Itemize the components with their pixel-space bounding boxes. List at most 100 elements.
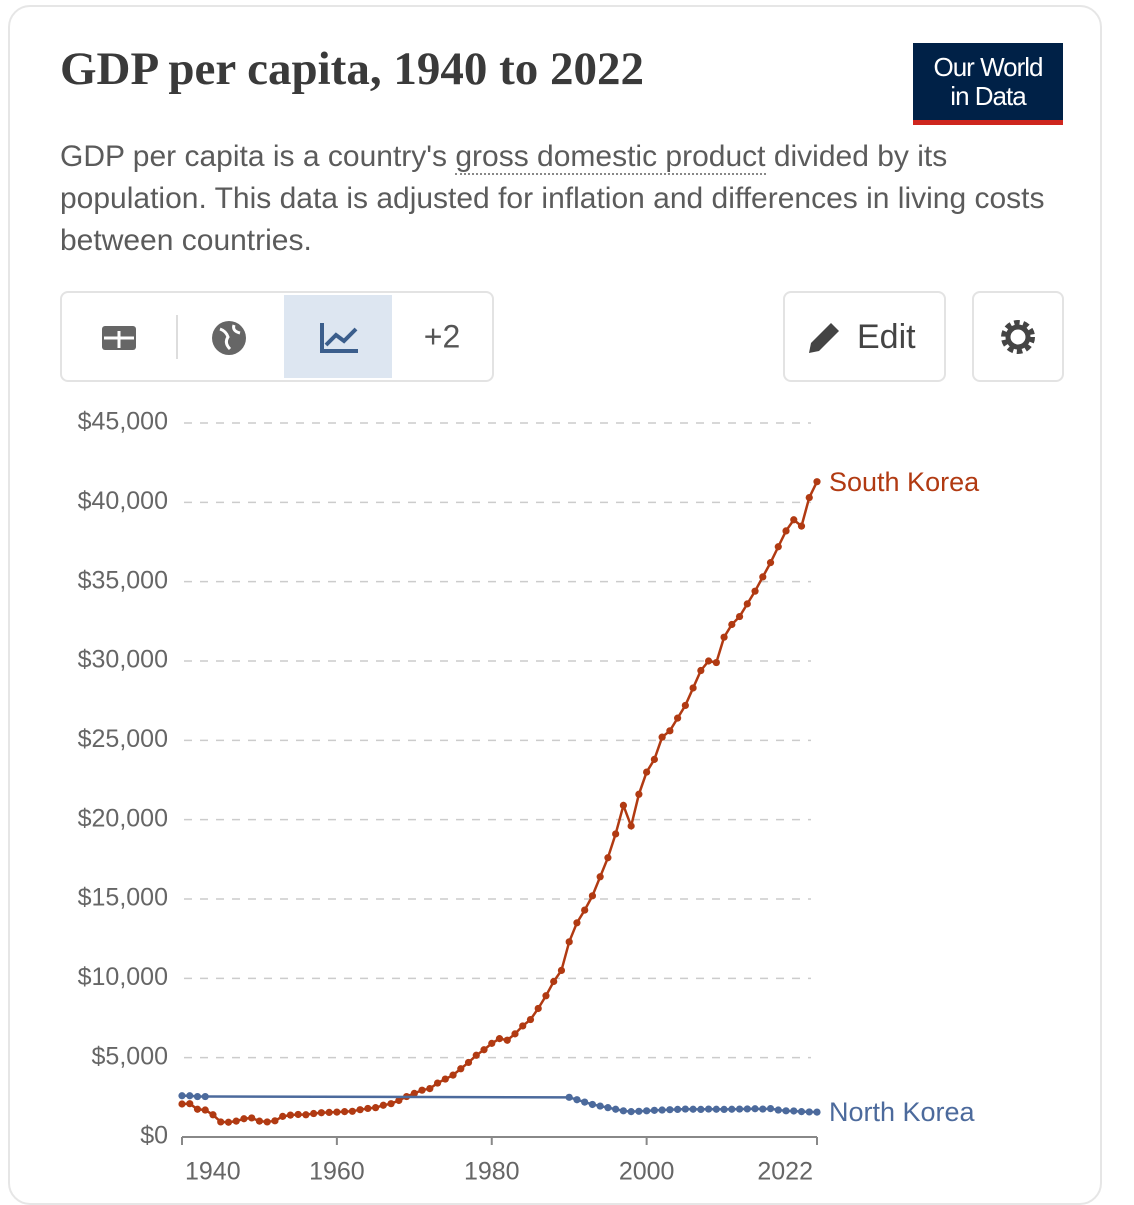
data-point <box>674 1105 682 1113</box>
data-point <box>790 1107 798 1115</box>
settings-icon <box>1001 320 1035 354</box>
data-point <box>333 1108 341 1116</box>
y-tick-label: $15,000 <box>78 884 168 912</box>
data-point <box>232 1117 240 1125</box>
data-point <box>441 1075 449 1083</box>
data-point <box>519 1022 527 1030</box>
data-point <box>410 1089 418 1097</box>
data-point <box>310 1109 318 1118</box>
data-point <box>433 1079 442 1087</box>
settings-button[interactable] <box>972 291 1064 382</box>
data-point <box>604 1104 612 1112</box>
line-icon[interactable] <box>320 323 358 353</box>
x-tick-label: 1980 <box>464 1158 520 1186</box>
data-point <box>526 1015 535 1024</box>
data-point <box>612 1105 620 1113</box>
data-point <box>666 727 674 735</box>
data-point <box>488 1039 496 1047</box>
data-point <box>697 1105 705 1113</box>
data-point <box>797 522 806 530</box>
data-point <box>286 1111 295 1119</box>
data-point <box>766 559 775 567</box>
data-point <box>751 587 759 595</box>
logo-line: Our World <box>933 52 1044 82</box>
chart-subtitle: GDP per capita is a country's gross dome… <box>60 136 1070 262</box>
data-point <box>294 1110 302 1119</box>
data-point <box>542 992 550 1000</box>
data-point <box>418 1086 426 1094</box>
edit-label: Edit <box>857 318 916 356</box>
y-tick-label: $20,000 <box>78 804 168 832</box>
edit-content: Edit <box>809 318 916 356</box>
data-point <box>356 1106 364 1114</box>
data-point <box>759 1105 767 1113</box>
data-point <box>201 1092 209 1101</box>
data-point <box>728 620 736 629</box>
data-point <box>805 1108 813 1116</box>
data-point <box>395 1096 403 1105</box>
data-point <box>573 1096 581 1104</box>
data-point <box>704 1105 713 1113</box>
data-point <box>379 1101 387 1109</box>
data-point <box>565 1093 573 1101</box>
more-tabs[interactable]: +2 <box>424 318 460 354</box>
series-line <box>181 481 819 1124</box>
tab-icons: +2 <box>102 315 460 359</box>
data-point <box>178 1100 186 1108</box>
data-point <box>635 790 643 798</box>
data-point <box>550 977 558 986</box>
data-point <box>604 854 612 862</box>
data-point <box>689 1105 697 1113</box>
data-point <box>782 527 790 535</box>
data-point <box>720 633 728 641</box>
data-point <box>472 1051 480 1059</box>
data-point <box>704 657 713 665</box>
data-point <box>186 1092 194 1100</box>
data-point <box>728 1105 736 1113</box>
data-point <box>743 600 751 608</box>
subtitle-text: divided by its population. This data is … <box>60 140 1045 257</box>
data-point <box>302 1111 310 1119</box>
y-tick-label: $45,000 <box>78 408 168 436</box>
data-point <box>279 1112 287 1120</box>
chart-title: GDP per capita, 1940 to 2022 <box>60 43 644 95</box>
data-point <box>712 1105 720 1113</box>
data-point <box>588 1100 597 1109</box>
logo-line: in Data <box>950 81 1026 111</box>
subtitle-link[interactable]: gross domestic product <box>455 140 766 175</box>
x-tick-label: 2000 <box>619 1158 675 1186</box>
data-point <box>224 1118 233 1126</box>
data-point <box>759 573 767 581</box>
y-tick-label: $5,000 <box>92 1042 168 1070</box>
data-point <box>193 1092 202 1101</box>
data-point <box>689 684 697 692</box>
data-point <box>186 1100 194 1108</box>
edit-button[interactable]: Edit <box>783 291 946 382</box>
data-point <box>650 755 658 763</box>
data-point <box>248 1114 256 1122</box>
data-point <box>627 822 635 830</box>
data-point <box>596 873 604 881</box>
data-point <box>503 1036 511 1044</box>
data-point <box>790 516 798 524</box>
view-tabs: +2 <box>60 291 494 382</box>
map-icon-detail <box>219 324 241 351</box>
data-point <box>658 1106 666 1114</box>
data-point <box>666 1106 674 1114</box>
data-point <box>774 543 782 551</box>
data-point <box>797 1108 806 1116</box>
data-point <box>201 1106 209 1114</box>
logo[interactable]: Our World in Data <box>913 43 1063 125</box>
data-point <box>371 1104 380 1112</box>
data-point <box>325 1108 333 1117</box>
data-point <box>457 1065 465 1073</box>
table-icon[interactable] <box>102 326 136 350</box>
data-point <box>255 1117 264 1125</box>
data-point <box>217 1118 225 1126</box>
data-point <box>766 1104 775 1113</box>
data-point <box>573 919 581 927</box>
data-point <box>681 1105 689 1113</box>
data-point <box>635 1107 643 1115</box>
